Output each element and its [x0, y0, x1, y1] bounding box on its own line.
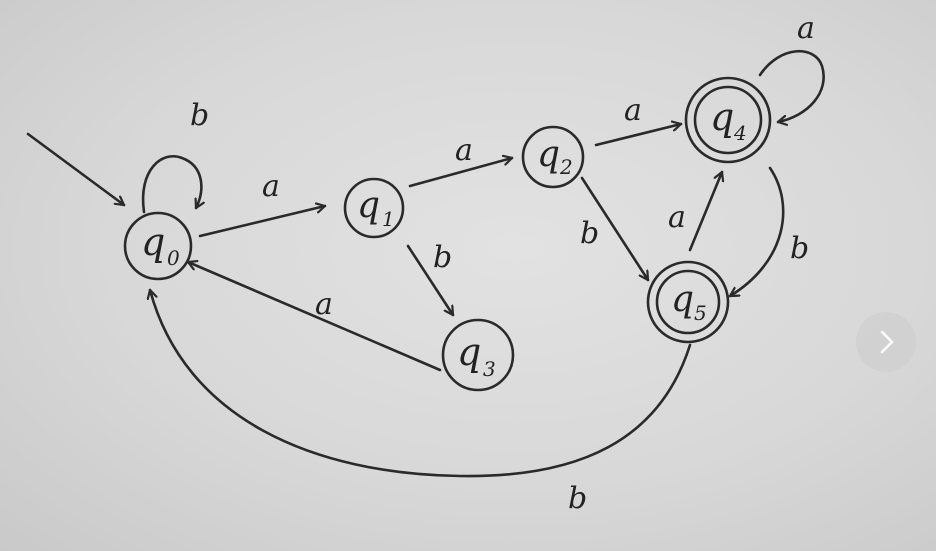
transition-q5-q4-label: a — [668, 200, 686, 235]
transition-q5-q0: b — [150, 288, 692, 516]
transition-q4-q4: a — [758, 11, 825, 122]
transition-q4-q5-label: b — [790, 231, 809, 266]
state-q4-sub: 4 — [733, 121, 747, 145]
state-q3-sub: 3 — [483, 357, 496, 381]
transition-q5-q0-label: b — [568, 481, 587, 516]
state-q2: q 2 — [521, 125, 585, 189]
transition-q2-q5: b — [580, 176, 650, 282]
transition-q1-q3-label: b — [433, 240, 452, 275]
transition-q3-q0-label: a — [315, 287, 333, 322]
state-q2-sub: 2 — [559, 155, 573, 179]
state-q3: q 3 — [441, 318, 515, 392]
state-q1-letter: q — [357, 185, 380, 226]
state-q0-sub: 0 — [167, 246, 180, 270]
state-q4: q 4 — [684, 76, 772, 164]
chevron-right-icon — [880, 330, 894, 354]
state-q2-letter: q — [537, 134, 560, 175]
state-q0-letter: q — [141, 220, 165, 264]
transition-q4-q4-label: a — [797, 11, 815, 46]
transition-q1-q3: b — [406, 240, 455, 317]
transition-q2-q4: a — [594, 93, 683, 147]
state-q5: q 5 — [646, 260, 730, 344]
transition-q2-q5-label: b — [580, 216, 599, 251]
transition-q0-q1: a — [198, 169, 327, 238]
transition-q1-q2: a — [408, 133, 514, 188]
state-q4-letter: q — [710, 95, 734, 139]
transition-q5-q4: a — [668, 170, 722, 252]
transition-q0-q0-label: b — [190, 98, 209, 133]
transition-q4-q5: b — [728, 166, 809, 298]
next-image-button[interactable] — [856, 312, 916, 372]
state-q3-letter: q — [457, 330, 481, 374]
start-arrow — [26, 132, 126, 207]
state-q5-letter: q — [671, 279, 694, 320]
transition-q0-q1-label: a — [262, 169, 280, 204]
state-q5-sub: 5 — [694, 301, 707, 325]
transition-q2-q4-label: a — [624, 93, 642, 128]
transition-q3-q0: a — [186, 262, 442, 372]
state-q0: q 0 — [123, 211, 193, 281]
transition-q1-q2-label: a — [455, 133, 473, 168]
transition-q0-q0: b — [141, 98, 209, 214]
state-q1-sub: 1 — [382, 207, 395, 231]
state-q1: q 1 — [343, 177, 405, 239]
